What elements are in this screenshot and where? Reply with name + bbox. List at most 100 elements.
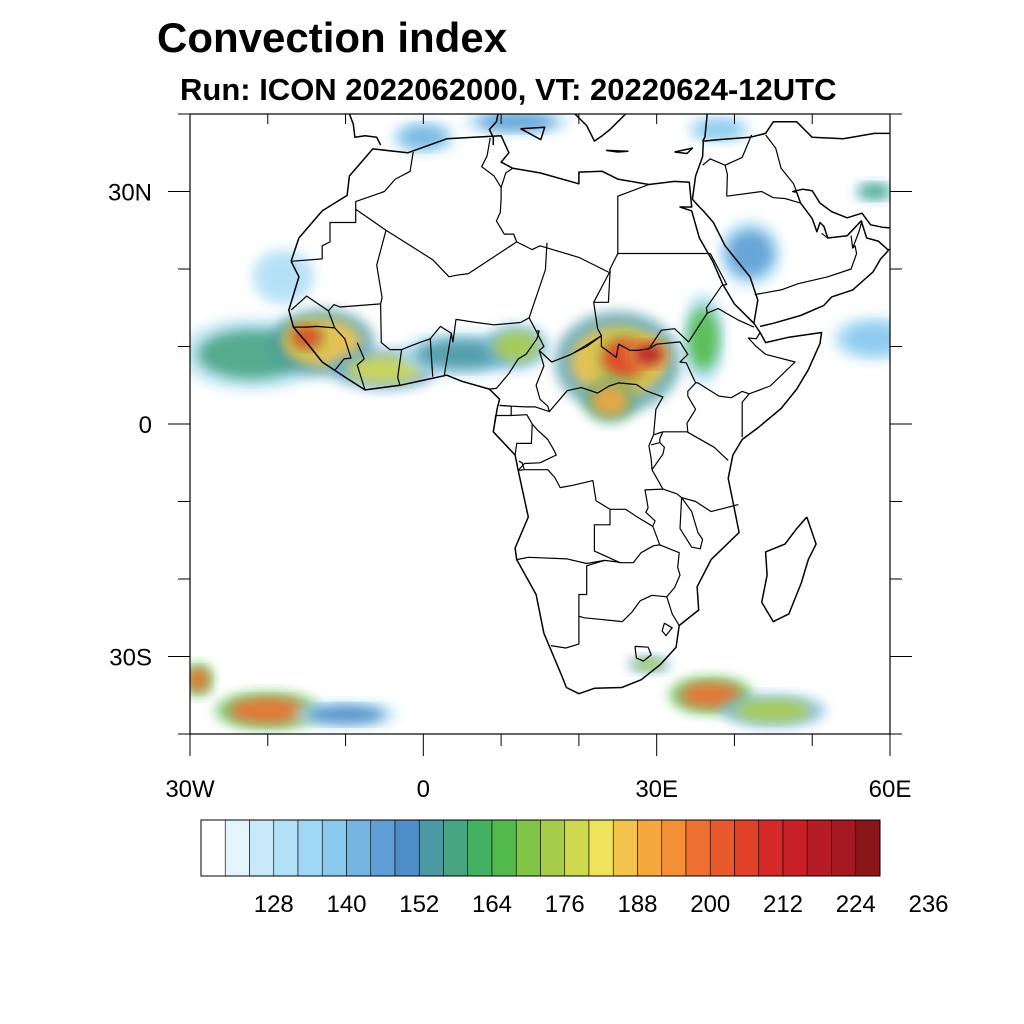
- coastline: [288, 134, 823, 695]
- colorbar-swatch: [273, 819, 299, 877]
- country-border: [548, 382, 697, 436]
- country-border: [429, 338, 434, 377]
- colorbar-label: 152: [399, 891, 439, 918]
- colorbar-label: 236: [908, 891, 948, 918]
- country-border: [550, 559, 605, 649]
- colorbar-label: 164: [472, 891, 512, 918]
- country-border: [661, 622, 673, 637]
- y-axis-labels: 30N 0 30S: [108, 180, 152, 672]
- convection-area: [734, 699, 813, 723]
- country-border: [551, 335, 602, 363]
- plot-frame: [189, 113, 891, 735]
- colorbar: 128 140 152 164 176 188 200 212 224 236: [200, 819, 949, 918]
- coastline: [520, 126, 546, 141]
- country-border: [600, 335, 697, 397]
- colorbar-swatch: [564, 819, 590, 877]
- map-title: Convection index: [157, 14, 508, 61]
- colorbar-swatch: [612, 819, 638, 877]
- country-border: [724, 134, 753, 197]
- colorbar-label: 200: [690, 891, 730, 918]
- country-border: [702, 158, 726, 166]
- country-border: [518, 460, 525, 470]
- colorbar-swatch: [831, 819, 857, 877]
- colorbar-swatch: [491, 819, 517, 877]
- country-border: [397, 349, 403, 386]
- colorbar-swatch: [346, 819, 372, 877]
- country-border: [651, 431, 664, 446]
- convection-field: [190, 114, 890, 730]
- colorbar-swatch: [467, 819, 493, 877]
- country-border: [741, 393, 750, 438]
- y-tick-label: 30S: [109, 645, 152, 672]
- colorbar-label: 224: [836, 891, 876, 918]
- country-border: [726, 190, 801, 204]
- colorbar-label: 176: [545, 891, 585, 918]
- country-border: [765, 134, 798, 193]
- country-border: [709, 253, 728, 286]
- colorbar-swatch: [224, 819, 250, 877]
- country-border: [681, 497, 739, 513]
- convection-area: [493, 331, 540, 362]
- convection-area: [306, 705, 385, 724]
- convection-area: [858, 183, 890, 200]
- colorbar-swatch: [709, 819, 735, 877]
- country-border: [500, 167, 514, 188]
- convection-area: [190, 668, 210, 692]
- colorbar-swatch: [685, 819, 711, 877]
- colorbar-swatch: [394, 819, 420, 877]
- country-border: [686, 431, 729, 461]
- country-border: [652, 526, 661, 546]
- colorbar-label: 140: [326, 891, 366, 918]
- convection-area: [843, 323, 890, 355]
- colorbar-label: 212: [763, 891, 803, 918]
- country-border: [499, 350, 550, 413]
- country-border: [648, 284, 723, 350]
- country-border: [511, 414, 533, 456]
- country-border: [593, 272, 610, 303]
- colorbar-swatch: [588, 819, 614, 877]
- coastline: [674, 147, 694, 155]
- coastline: [760, 516, 817, 623]
- colorbar-swatch: [540, 819, 566, 877]
- coastline: [691, 121, 890, 208]
- country-border: [706, 307, 755, 328]
- convection-area: [590, 385, 630, 417]
- country-border: [634, 645, 652, 662]
- x-tick-label: 60E: [869, 776, 912, 803]
- country-border: [516, 509, 621, 565]
- country-border: [651, 442, 665, 471]
- country-border: [578, 594, 667, 623]
- coastline: [574, 114, 627, 142]
- coastline: [759, 249, 889, 328]
- colorbar-swatch: [855, 819, 881, 877]
- colorbar-swatch: [806, 819, 832, 877]
- colorbar-swatch: [321, 819, 347, 877]
- country-border: [518, 434, 664, 527]
- country-border: [620, 544, 681, 626]
- country-border: [293, 310, 336, 329]
- y-tick-label: 30N: [108, 180, 152, 207]
- country-border: [334, 327, 352, 371]
- country-border: [443, 333, 452, 376]
- colorbar-swatch: [200, 819, 226, 877]
- colorbar-swatch: [758, 819, 784, 877]
- colorbar-swatch: [782, 819, 808, 877]
- x-tick-label: 30W: [165, 776, 215, 803]
- map-subtitle: Run: ICON 2022062000, VT: 20220624-12UTC: [180, 72, 837, 107]
- country-border: [821, 232, 829, 239]
- convection-area: [687, 307, 719, 370]
- country-border: [356, 342, 366, 391]
- country-border: [535, 272, 611, 363]
- coastline: [698, 206, 759, 324]
- coastline: [488, 114, 499, 145]
- convection-area: [291, 325, 323, 349]
- coastlines: [288, 114, 890, 695]
- coastline: [701, 114, 708, 142]
- x-tick-label: 0: [417, 776, 430, 803]
- colorbar-frame: [200, 819, 881, 877]
- country-border: [662, 488, 682, 499]
- colorbar-swatch: [297, 819, 323, 877]
- convection-area: [400, 125, 447, 149]
- colorbar-swatch: [370, 819, 396, 877]
